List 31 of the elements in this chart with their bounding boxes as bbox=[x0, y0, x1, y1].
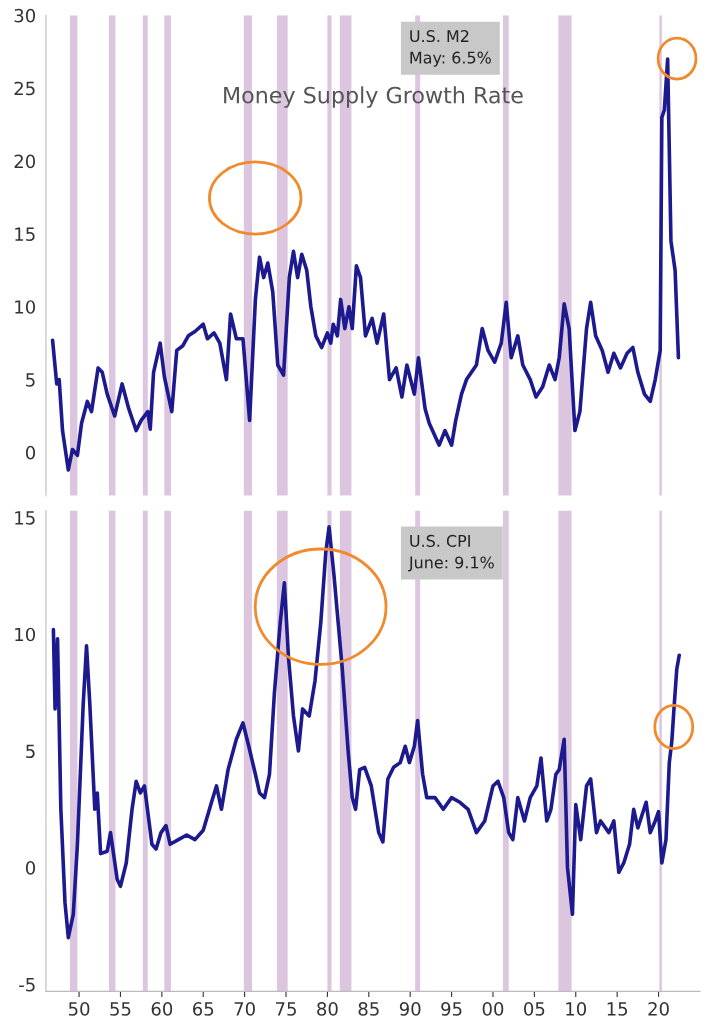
y-tick-label: 15 bbox=[15, 227, 35, 241]
x-tick-label: 65 bbox=[193, 1002, 214, 1016]
x-tick-label: 05 bbox=[524, 1002, 545, 1016]
x-tick-label: 60 bbox=[151, 1002, 173, 1016]
annotation: U.S. CPI June: 9.1% bbox=[408, 534, 494, 572]
y-tick-label: 5 bbox=[26, 744, 35, 759]
x-tick-label: 10 bbox=[566, 1002, 587, 1016]
x-tick-label: 85 bbox=[358, 1002, 379, 1016]
x-tick-label: 70 bbox=[234, 1002, 255, 1016]
y-tick-label: 15 bbox=[15, 511, 35, 525]
x-tick-label: 20 bbox=[648, 1002, 669, 1016]
x-tick-label: 15 bbox=[607, 1002, 628, 1016]
annotation: U.S. M2 May: 6.5% bbox=[410, 30, 491, 67]
y-tick-label: 20 bbox=[14, 154, 36, 169]
x-tick-label: 55 bbox=[110, 1002, 131, 1016]
line-series bbox=[51, 525, 682, 940]
y-tick-label: 10 bbox=[15, 627, 36, 642]
x-tick-label: 90 bbox=[399, 1002, 421, 1016]
x-tick-label: 00 bbox=[482, 1002, 504, 1016]
x-tick-label: 75 bbox=[276, 1002, 296, 1016]
y-tick-label: 10 bbox=[15, 300, 36, 314]
x-tick-label: 95 bbox=[441, 1002, 462, 1016]
x-tick-label: 50 bbox=[68, 1002, 90, 1016]
y-tick-label: 30 bbox=[14, 8, 36, 23]
y-tick-label: 0 bbox=[25, 445, 36, 460]
y-tick-label: 0 bbox=[25, 861, 36, 875]
y-tick-label: 25 bbox=[14, 81, 35, 96]
text: Money Supply Growth Rate bbox=[224, 86, 523, 108]
y-tick-label: -5 bbox=[19, 978, 35, 992]
x-tick-label: 80 bbox=[317, 1002, 338, 1016]
y-tick-label: 5 bbox=[26, 373, 35, 387]
